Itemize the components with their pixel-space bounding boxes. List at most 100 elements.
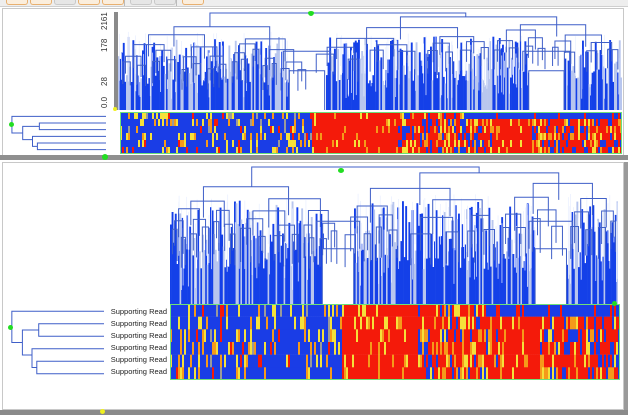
heatmap-cell [528, 112, 531, 120]
heatmap-cell [164, 112, 167, 120]
heatmap-cell [424, 354, 427, 368]
heatmap-cell [122, 119, 125, 127]
heatmap-cell [126, 133, 129, 141]
dendrogram-branch [563, 51, 576, 74]
heatmap-cell [324, 329, 327, 343]
heatmap-cell [346, 342, 349, 355]
heatmap-cell [206, 354, 209, 368]
toolbar-button-5[interactable] [102, 0, 124, 5]
heatmap-cell [284, 140, 287, 148]
dendrogram-leaf [387, 255, 390, 304]
heatmap-cell [458, 140, 461, 148]
heatmap-cell [340, 304, 343, 317]
toolbar-button-6[interactable] [130, 0, 152, 5]
heatmap-cell [216, 342, 219, 355]
toolbar-button-8[interactable] [182, 0, 204, 5]
heatmap-cell [286, 316, 289, 330]
heatmap-cell [320, 112, 323, 120]
toolbar-button-7[interactable] [154, 0, 176, 5]
heatmap-cell [528, 147, 531, 154]
bottom-view-scrollbar[interactable] [0, 410, 628, 415]
top-row-dendro-marker[interactable] [9, 122, 14, 127]
dendrogram-root [251, 166, 480, 187]
row-label[interactable]: Supporting Read [110, 319, 167, 328]
heatmap-cell [172, 342, 175, 355]
heatmap-cell [238, 329, 241, 343]
dendrogram-leaf [174, 55, 176, 110]
heatmap-cell [400, 112, 403, 120]
top-heatmap[interactable] [120, 112, 622, 154]
heatmap-cell [612, 140, 615, 148]
heatmap-cell [562, 119, 565, 127]
bottom-heatmap[interactable] [170, 304, 620, 380]
heatmap-cell [396, 329, 399, 343]
row-label[interactable]: Supporting Read [110, 343, 167, 352]
bottom-heatmap-marker[interactable] [612, 301, 617, 306]
y-axis-bar[interactable] [114, 12, 118, 110]
heatmap-cell [348, 342, 351, 355]
toolbar-button-1[interactable] [6, 0, 28, 5]
dendrogram-leaf [175, 39, 178, 110]
heatmap-cell [424, 126, 427, 134]
heatmap-cell [348, 304, 351, 317]
heatmap-cell [598, 126, 601, 134]
row-label[interactable]: Supporting Read [110, 367, 167, 376]
heatmap-cell [432, 329, 435, 343]
axis-marker-top[interactable] [113, 107, 117, 111]
heatmap-cell [364, 140, 367, 148]
bottom-view-vertical-scrollbar[interactable] [624, 162, 628, 412]
heatmap-cell [508, 354, 511, 368]
top-scroll-marker[interactable] [102, 154, 108, 160]
dendrogram-leaf [511, 57, 514, 110]
dendrogram-leaf [586, 230, 588, 304]
heatmap-cell [458, 367, 461, 380]
heatmap-cell [378, 329, 381, 343]
heatmap-cell [420, 316, 423, 330]
dendrogram-leaf [610, 49, 613, 110]
dendrogram-leaf [121, 52, 124, 110]
bottom-row-dendro-marker[interactable] [8, 325, 13, 330]
heatmap-cell [292, 316, 295, 330]
heatmap-cell [192, 329, 195, 343]
heatmap-cell [434, 147, 437, 154]
heatmap-cell [430, 304, 433, 317]
row-label[interactable]: Supporting Read [110, 331, 167, 340]
heatmap-cell [444, 133, 447, 141]
heatmap-cell [348, 147, 351, 154]
heatmap-cell [332, 367, 335, 380]
row-label[interactable]: Supporting Read [110, 355, 167, 364]
heatmap-cell [322, 304, 325, 317]
heatmap-cell [534, 126, 537, 134]
dendrogram-branch [505, 213, 522, 245]
heatmap-cell [578, 367, 581, 380]
dendrogram-leaf [238, 200, 241, 304]
heatmap-cell [262, 147, 265, 154]
heatmap-cell [314, 147, 317, 154]
toolbar-button-3[interactable] [54, 0, 76, 5]
toolbar-button-2[interactable] [30, 0, 52, 5]
heatmap-cell [584, 329, 587, 343]
row-label[interactable]: Supporting Read [110, 307, 167, 316]
heatmap-cell [138, 133, 141, 141]
dendrogram-leaf [282, 52, 285, 110]
heatmap-cell [274, 133, 277, 141]
bottom-scroll-marker[interactable] [100, 409, 105, 414]
toolbar-button-4[interactable] [78, 0, 100, 5]
heatmap-cell [178, 354, 181, 368]
heatmap-cell [340, 367, 343, 380]
bottom-dendro-root-marker[interactable] [338, 168, 344, 173]
heatmap-cell [542, 140, 545, 148]
heatmap-cell [504, 342, 507, 355]
heatmap-cell [402, 140, 405, 148]
heatmap-cell [286, 112, 289, 120]
heatmap-cell [590, 119, 593, 127]
heatmap-cell [600, 140, 603, 148]
top-dendro-root-marker[interactable] [308, 11, 314, 16]
heatmap-cell [556, 342, 559, 355]
top-view-scrollbar[interactable] [0, 155, 628, 160]
heatmap-cell [312, 367, 315, 380]
heatmap-cell [134, 133, 137, 141]
heatmap-cell [494, 119, 497, 127]
heatmap-cell [520, 329, 523, 343]
heatmap-cell [282, 147, 285, 154]
